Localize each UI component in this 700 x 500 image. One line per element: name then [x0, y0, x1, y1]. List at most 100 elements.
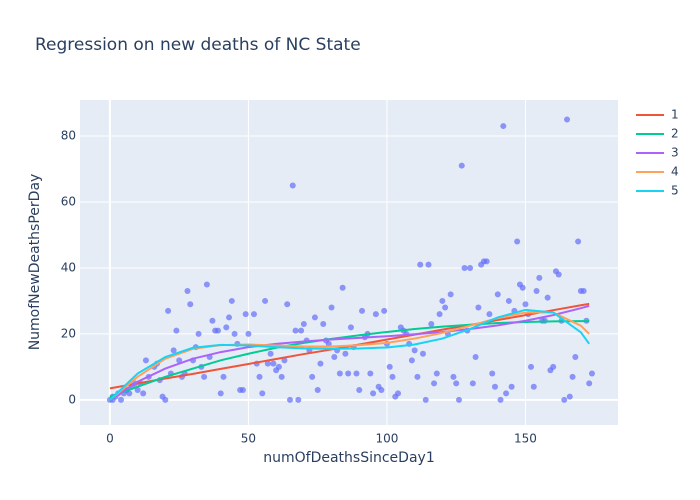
scatter-point: [359, 307, 366, 314]
scatter-point: [550, 363, 557, 370]
scatter-point: [275, 363, 282, 370]
scatter-point: [173, 327, 180, 334]
scatter-point: [223, 324, 230, 331]
scatter-point: [242, 311, 249, 318]
scatter-point: [309, 373, 316, 380]
legend-label: 4: [671, 165, 679, 179]
scatter-point: [336, 370, 343, 377]
scatter-point: [195, 330, 202, 337]
scatter-point: [176, 357, 183, 364]
scatter-point: [286, 396, 293, 403]
scatter-point: [231, 330, 238, 337]
scatter-point: [569, 373, 576, 380]
scatter-point: [339, 284, 346, 291]
scatter-point: [564, 116, 571, 123]
scatter-point: [514, 238, 521, 245]
scatter-point: [494, 291, 501, 298]
scatter-point: [325, 340, 332, 347]
scatter-point: [417, 261, 424, 268]
scatter-point: [311, 314, 318, 321]
scatter-point: [389, 373, 396, 380]
scatter-point: [561, 396, 568, 403]
scatter-point: [442, 304, 449, 311]
scatter-point: [450, 373, 457, 380]
scatter-point: [270, 360, 277, 367]
scatter-point: [555, 271, 562, 278]
scatter-point: [505, 297, 512, 304]
scatter-point: [345, 370, 352, 377]
scatter-point: [292, 327, 299, 334]
scatter-point: [217, 390, 224, 397]
chart-title: Regression on new deaths of NC State: [35, 35, 361, 55]
scatter-point: [262, 297, 269, 304]
scatter-point: [317, 360, 324, 367]
scatter-point: [372, 311, 379, 318]
scatter-point: [134, 387, 141, 394]
scatter-point: [461, 264, 468, 271]
legend-label: 5: [671, 184, 679, 198]
scatter-point: [140, 390, 147, 397]
scatter-point: [386, 363, 393, 370]
scatter-point: [331, 354, 338, 361]
scatter-point: [314, 387, 321, 394]
scatter-point: [433, 370, 440, 377]
scatter-point: [289, 182, 296, 189]
scatter-point: [453, 380, 460, 387]
scatter-point: [356, 387, 363, 394]
scatter-point: [428, 321, 435, 328]
scatter-point: [530, 383, 537, 390]
scatter-point: [519, 284, 526, 291]
scatter-point: [239, 387, 246, 394]
scatter-point: [439, 297, 446, 304]
scatter-point: [367, 370, 374, 377]
scatter-point: [298, 327, 305, 334]
scatter-point: [572, 354, 579, 361]
scatter-point: [209, 317, 216, 324]
scatter-point: [408, 357, 415, 364]
x-axis-title: numOfDeathsSinceDay1: [263, 450, 434, 466]
scatter-point: [419, 350, 426, 357]
scatter-point: [508, 383, 515, 390]
scatter-point: [422, 396, 429, 403]
scatter-point: [201, 373, 208, 380]
scatter-point: [469, 380, 476, 387]
scatter-point: [228, 297, 235, 304]
scatter-point: [284, 301, 291, 308]
scatter-point: [220, 373, 227, 380]
scatter-point: [536, 274, 543, 281]
scatter-point: [165, 307, 172, 314]
scatter-point: [118, 396, 125, 403]
scatter-point: [126, 390, 133, 397]
scatter-point: [187, 301, 194, 308]
scatter-point: [411, 347, 418, 354]
scatter-point: [467, 264, 474, 271]
legend-label: 1: [671, 108, 679, 122]
scatter-point: [447, 291, 454, 298]
scatter-point: [342, 350, 349, 357]
scatter-point: [347, 324, 354, 331]
y-tick-label: 0: [68, 392, 76, 406]
scatter-point: [575, 238, 582, 245]
legend-label: 2: [671, 127, 679, 141]
scatter-point: [256, 373, 263, 380]
scatter-point: [278, 373, 285, 380]
scatter-point: [378, 387, 385, 394]
scatter-point: [497, 396, 504, 403]
x-tick-label: 0: [106, 432, 114, 446]
scatter-point: [528, 363, 535, 370]
scatter-point: [142, 357, 149, 364]
scatter-point: [295, 396, 302, 403]
legend-label: 3: [671, 146, 679, 160]
y-tick-label: 20: [61, 326, 76, 340]
scatter-point: [489, 370, 496, 377]
scatter-point: [455, 396, 462, 403]
scatter-point: [170, 347, 177, 354]
scatter-point: [431, 380, 438, 387]
scatter-point: [162, 396, 169, 403]
scatter-point: [586, 380, 593, 387]
scatter-point: [472, 354, 479, 361]
scatter-point: [588, 370, 595, 377]
scatter-point: [353, 370, 360, 377]
scatter-point: [503, 390, 510, 397]
